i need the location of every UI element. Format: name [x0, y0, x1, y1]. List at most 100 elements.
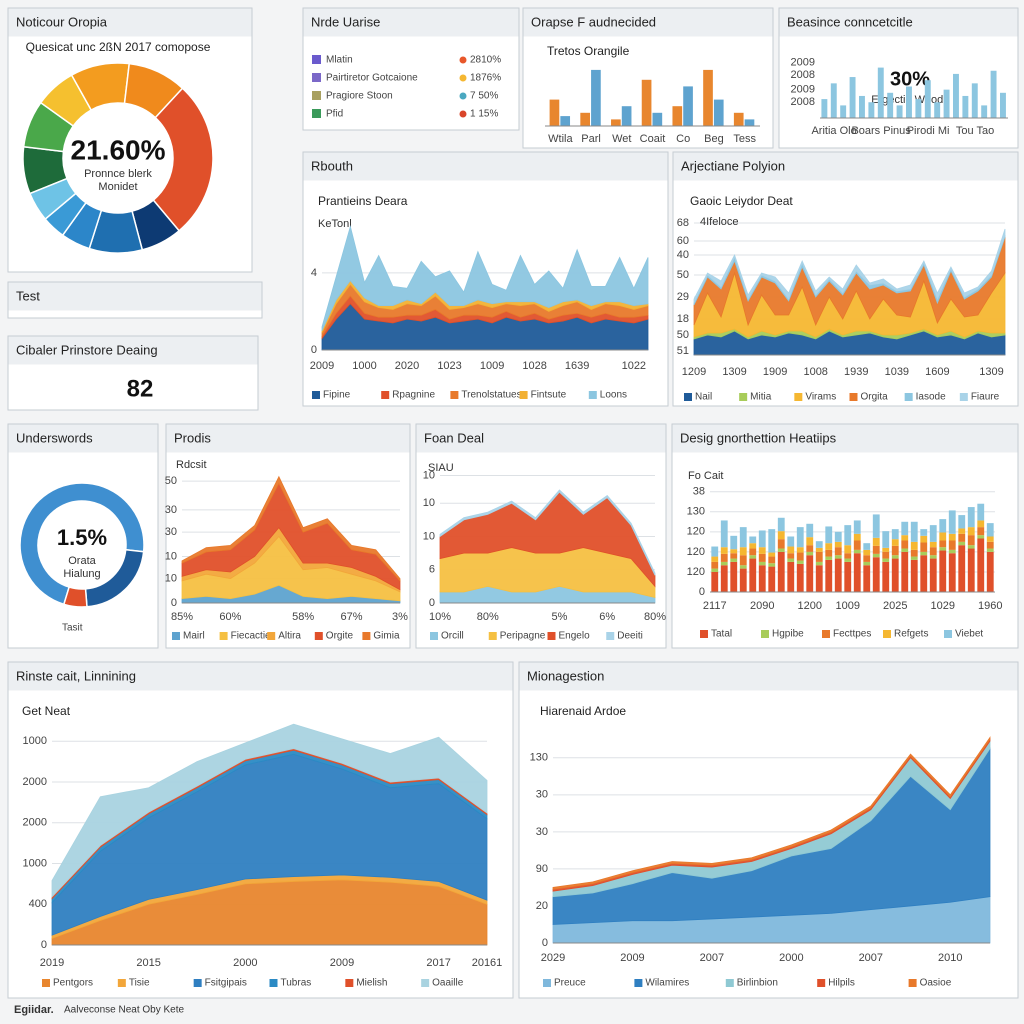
- bar-segment: [730, 549, 738, 554]
- bar-segment: [901, 551, 909, 592]
- legend-label: Oasioe: [920, 978, 952, 989]
- x-tick-label: Boars Pinus: [851, 125, 911, 137]
- y-tick-label: 130: [687, 506, 705, 518]
- bar-segment: [787, 553, 795, 559]
- bar-segment: [749, 548, 757, 556]
- legend-label: Refgets: [894, 629, 928, 640]
- x-tick-label: 10%: [429, 611, 451, 623]
- bar-segment: [891, 558, 899, 592]
- panel-title: Beasince conncetcitle: [787, 14, 913, 29]
- legend-swatch: [700, 630, 708, 638]
- legend-label: Engelo: [559, 631, 591, 642]
- bar-segment: [882, 558, 890, 562]
- legend-swatch: [944, 630, 952, 638]
- legend-label: Altira: [278, 631, 301, 642]
- y-tick-label: 400: [29, 898, 47, 910]
- bar-segment: [739, 555, 747, 566]
- bar-segment: [891, 529, 899, 540]
- x-tick-label: 67%: [341, 611, 363, 623]
- bar-segment: [711, 568, 719, 572]
- bar-segment: [825, 543, 833, 550]
- bar: [971, 83, 978, 118]
- y-tick-label: 2008: [791, 69, 815, 81]
- area: [693, 228, 1006, 304]
- kpi-value: 82: [127, 375, 154, 402]
- legend-label: Loons: [600, 390, 627, 401]
- donut-center-label: Orata: [68, 555, 96, 567]
- bar-segment: [711, 556, 719, 562]
- x-tick-label: Co: [676, 133, 690, 145]
- bar-segment: [806, 537, 814, 546]
- y-tick-label: 120: [687, 526, 705, 538]
- bar: [733, 112, 744, 126]
- legend-swatch: [312, 91, 321, 100]
- x-tick-label: 2007: [700, 952, 724, 964]
- legend-label: Peripagne: [500, 631, 546, 642]
- bar-segment: [910, 556, 918, 560]
- bar-segment: [796, 547, 804, 553]
- bar: [611, 119, 621, 126]
- panel-title: Foan Deal: [424, 430, 484, 445]
- panel-header: [8, 336, 258, 365]
- bar-segment: [720, 520, 728, 548]
- panel-title: Rinste cait, Linnining: [16, 668, 136, 683]
- panel-header: [416, 424, 666, 453]
- x-tick-label: 3%: [392, 611, 408, 623]
- panel-title: Desig gnorthettion Heatiips: [680, 430, 837, 445]
- bar-segment: [834, 531, 842, 542]
- x-tick-label: 2025: [883, 600, 907, 612]
- bar-segment: [863, 561, 871, 566]
- bar-segment: [844, 561, 852, 592]
- x-tick-label: 5%: [551, 611, 567, 623]
- bar-segment: [967, 545, 975, 549]
- donut-center-value: 21.60%: [71, 134, 166, 165]
- bar-segment: [749, 558, 757, 592]
- bar-segment: [948, 549, 956, 554]
- y-axis-label: KeTonl: [318, 218, 352, 230]
- x-tick-label: 2009: [310, 360, 334, 372]
- legend-swatch: [381, 391, 390, 399]
- bar: [641, 79, 652, 126]
- bar: [859, 95, 865, 118]
- bar-segment: [910, 521, 918, 542]
- legend-swatch: [908, 979, 917, 987]
- bar-segment: [901, 540, 909, 549]
- chart-title: Gaoic Leiydor Deat: [690, 194, 793, 208]
- bar-segment: [796, 563, 804, 592]
- legend-label: Tatal: [711, 629, 732, 640]
- bar-segment: [882, 531, 890, 548]
- bar: [744, 119, 755, 126]
- bar-segment: [967, 535, 975, 546]
- y-tick-label: 0: [41, 939, 47, 951]
- bar: [591, 69, 601, 126]
- bar: [821, 99, 828, 118]
- bar-segment: [758, 530, 766, 548]
- bar-segment: [920, 555, 928, 592]
- bar-segment: [872, 545, 880, 554]
- legend-value: 2810%: [470, 55, 501, 66]
- bar-segment: [967, 507, 975, 528]
- legend-swatch: [312, 391, 320, 399]
- legend-swatch: [345, 979, 354, 987]
- x-tick-label: 1200: [798, 600, 822, 612]
- bar-segment: [920, 529, 928, 536]
- legend-label: Fiaure: [971, 392, 1000, 403]
- area: [552, 736, 991, 890]
- bar: [887, 92, 894, 118]
- legend-label: Fsitgipais: [205, 978, 247, 989]
- x-tick-label: 2015: [136, 957, 160, 969]
- bar-segment: [901, 521, 909, 536]
- bar-segment: [948, 533, 956, 541]
- x-tick-label: Beg: [704, 133, 724, 145]
- legend-label: Nail: [695, 392, 712, 403]
- y-tick-label: 20: [536, 900, 548, 912]
- y-tick-label: 50: [677, 329, 689, 341]
- bar-segment: [815, 551, 823, 562]
- legend-swatch: [849, 393, 858, 401]
- bar-segment: [730, 553, 738, 559]
- legend-label: Deeiti: [617, 631, 643, 642]
- bar-segment: [863, 543, 871, 550]
- y-tick-label: 60: [677, 235, 689, 247]
- bar-segment: [758, 553, 766, 562]
